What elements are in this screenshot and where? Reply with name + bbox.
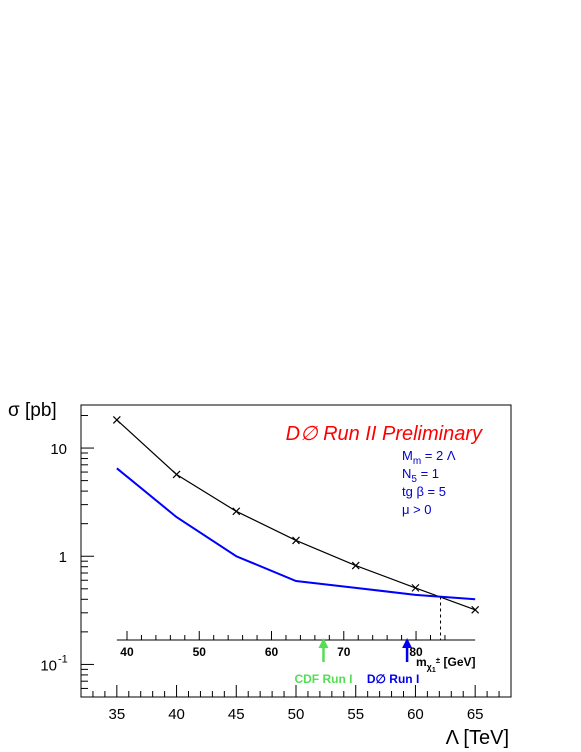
- x-tick-label: 60: [407, 706, 424, 723]
- limit-arrow: [318, 638, 329, 662]
- x-tick-label: 35: [108, 706, 125, 723]
- param-line-3: tg β = 5: [402, 484, 446, 499]
- y-tick-label: 10: [50, 441, 67, 458]
- limit-arrow: [402, 638, 413, 662]
- x-axis-title: Λ [TeV]: [446, 727, 509, 749]
- secondary-axis-title: mχ1± [GeV]: [416, 655, 476, 674]
- secondary-tick-label: 80: [409, 645, 423, 659]
- x-tick-label: 50: [288, 706, 305, 723]
- series-line-2: [116, 467, 476, 601]
- data-point-marker: [411, 583, 420, 592]
- x-tick-label: 65: [467, 706, 484, 723]
- param-line-1: Mm = 2 Λ: [402, 448, 456, 467]
- y-tick-label: 1: [59, 549, 67, 566]
- y-axis-title: σ [pb]: [8, 400, 57, 421]
- chart-title: D∅ Run II Preliminary: [286, 423, 483, 445]
- param-line-2: N5 = 1: [402, 466, 439, 485]
- y-tick-exponent: -1: [58, 653, 68, 665]
- secondary-tick-label: 50: [193, 645, 207, 659]
- data-point-marker: [292, 536, 300, 545]
- data-point-marker: [172, 470, 181, 479]
- param-line-4: μ > 0: [402, 502, 432, 517]
- data-point-marker: [112, 415, 121, 424]
- x-tick-label: 55: [347, 706, 364, 723]
- x-tick-label: 45: [228, 706, 245, 723]
- secondary-tick-label: 60: [265, 645, 279, 659]
- secondary-tick-label: 40: [120, 645, 134, 659]
- limit-arrow-label: D∅ Run I: [367, 672, 419, 686]
- secondary-tick-label: 70: [337, 645, 351, 659]
- limit-arrow-label: CDF Run I: [294, 672, 352, 686]
- data-point-marker: [471, 605, 480, 614]
- y-tick-label: 10: [40, 657, 57, 674]
- data-point-marker: [232, 507, 241, 516]
- data-point-marker: [351, 561, 360, 570]
- x-tick-label: 40: [168, 706, 185, 723]
